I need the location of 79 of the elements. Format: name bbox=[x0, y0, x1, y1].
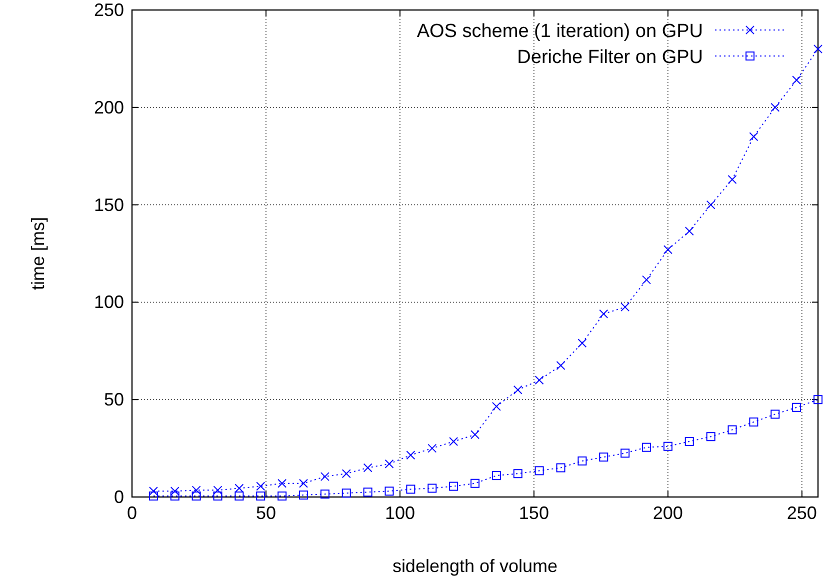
point bbox=[728, 425, 737, 434]
point bbox=[706, 432, 716, 442]
point bbox=[470, 430, 480, 440]
point bbox=[406, 484, 416, 494]
point bbox=[749, 418, 758, 426]
x-tick-label: 0 bbox=[126, 503, 138, 523]
point bbox=[428, 484, 437, 493]
point bbox=[556, 361, 566, 370]
point bbox=[256, 482, 266, 491]
point bbox=[192, 492, 201, 501]
point bbox=[449, 482, 458, 491]
point bbox=[363, 488, 372, 497]
point bbox=[578, 456, 587, 466]
x-axis-title: sidelength of volume bbox=[392, 556, 558, 576]
point bbox=[770, 102, 780, 112]
point bbox=[770, 410, 780, 419]
point bbox=[534, 466, 544, 476]
point bbox=[599, 309, 608, 318]
point bbox=[684, 436, 694, 446]
point bbox=[599, 452, 608, 462]
point bbox=[534, 376, 544, 385]
point bbox=[299, 478, 308, 488]
point bbox=[384, 486, 394, 496]
y-tick-label: 50 bbox=[104, 390, 124, 410]
point bbox=[620, 302, 630, 312]
x-tick-label: 50 bbox=[256, 503, 276, 523]
point bbox=[684, 226, 694, 236]
point bbox=[814, 44, 822, 54]
x-tick-label: 150 bbox=[518, 503, 549, 523]
point bbox=[578, 338, 587, 348]
y-tick-label: 100 bbox=[94, 292, 124, 312]
point bbox=[213, 492, 222, 501]
y-axis-title: time [ms] bbox=[28, 216, 48, 290]
point bbox=[814, 395, 822, 404]
point bbox=[320, 490, 330, 499]
point bbox=[792, 402, 802, 412]
point bbox=[513, 385, 522, 394]
point bbox=[728, 174, 737, 184]
point bbox=[342, 488, 351, 498]
point bbox=[320, 472, 330, 482]
point bbox=[299, 490, 308, 500]
point bbox=[170, 486, 180, 496]
point bbox=[492, 471, 501, 480]
y-tick-label: 250 bbox=[94, 0, 124, 20]
point bbox=[278, 478, 287, 488]
point bbox=[384, 459, 394, 468]
point bbox=[406, 450, 416, 460]
point bbox=[363, 463, 372, 472]
point bbox=[492, 402, 501, 411]
point bbox=[278, 492, 287, 501]
point bbox=[556, 463, 566, 472]
y-tick-label: 200 bbox=[94, 97, 124, 118]
point bbox=[706, 200, 716, 210]
point bbox=[620, 448, 630, 458]
point bbox=[148, 486, 158, 496]
legend-label: Deriche Filter on GPU bbox=[517, 47, 703, 68]
point bbox=[792, 76, 802, 85]
point bbox=[663, 442, 672, 451]
point bbox=[170, 492, 180, 501]
point bbox=[342, 469, 351, 478]
point bbox=[749, 132, 758, 142]
x-tick-label: 250 bbox=[786, 503, 817, 523]
point bbox=[192, 486, 201, 495]
point bbox=[642, 275, 651, 284]
point bbox=[449, 436, 458, 446]
point bbox=[642, 442, 651, 452]
point bbox=[663, 245, 672, 254]
legend-label: AOS scheme (1 iteration) on GPU bbox=[416, 21, 703, 42]
point bbox=[234, 484, 244, 493]
point bbox=[256, 492, 266, 501]
x-tick-label: 200 bbox=[652, 503, 683, 523]
point bbox=[148, 492, 158, 501]
y-tick-label: 150 bbox=[94, 194, 124, 215]
y-tick-label: 0 bbox=[114, 487, 124, 507]
x-tick-label: 100 bbox=[384, 503, 415, 523]
point bbox=[428, 444, 437, 453]
point bbox=[513, 469, 522, 478]
point bbox=[470, 478, 480, 488]
point bbox=[234, 492, 244, 501]
